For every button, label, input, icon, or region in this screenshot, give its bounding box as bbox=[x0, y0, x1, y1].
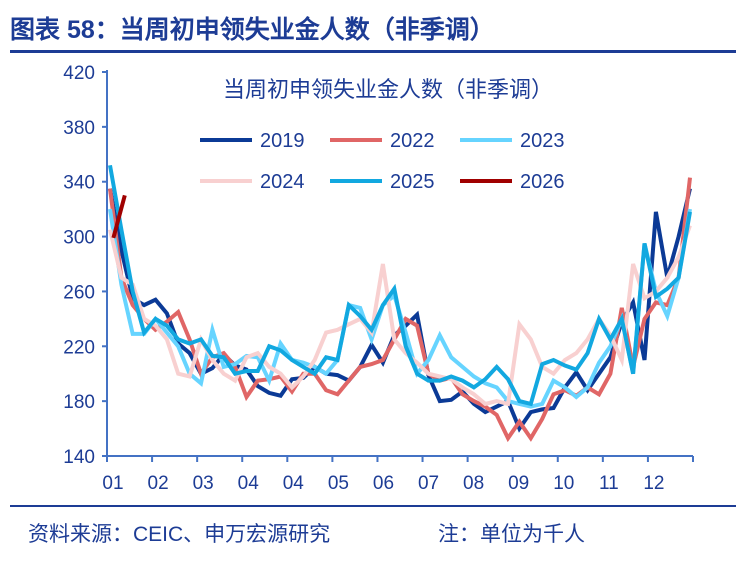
y-tick-label: 340 bbox=[63, 173, 95, 194]
figure-title: 图表 58：当周初申领失业金人数（非季调） bbox=[10, 16, 495, 44]
series-lines bbox=[108, 164, 692, 443]
y-tick-label: 220 bbox=[63, 337, 95, 358]
legend-label-2024: 2024 bbox=[260, 171, 305, 193]
series-line-2026 bbox=[111, 194, 127, 239]
footer-divider bbox=[10, 505, 736, 507]
legend-label-2026: 2026 bbox=[520, 171, 565, 193]
series-line-2025 bbox=[108, 164, 692, 407]
legend-label-2023: 2023 bbox=[520, 130, 565, 152]
chart-title: 当周初申领失业金人数（非季调） bbox=[223, 77, 553, 102]
x-tick-label: 10 bbox=[553, 473, 574, 494]
source-note: 资料来源：CEIC、申万宏源研究 bbox=[28, 523, 331, 546]
legend-label-2019: 2019 bbox=[260, 130, 305, 152]
x-tick-label: 06 bbox=[373, 473, 394, 494]
x-tick-label: 12 bbox=[643, 473, 664, 494]
y-tick-label: 140 bbox=[63, 447, 95, 468]
x-tick-label: 05 bbox=[328, 473, 349, 494]
x-tick-label: 03 bbox=[193, 473, 214, 494]
legend-label-2025: 2025 bbox=[390, 171, 435, 193]
x-tick-label: 09 bbox=[508, 473, 529, 494]
unit-note: 注：单位为千人 bbox=[438, 523, 585, 546]
x-tick-label: 11 bbox=[599, 473, 619, 494]
y-tick-label: 380 bbox=[63, 118, 95, 139]
y-tick-label: 300 bbox=[63, 228, 95, 249]
x-tick-label: 02 bbox=[148, 473, 169, 494]
x-tick-label: 01 bbox=[102, 473, 123, 494]
x-tick-label: 04 bbox=[238, 473, 260, 494]
title-divider bbox=[10, 50, 736, 53]
axes: 140 180 220 260 300 340 380 420 01 02 03 04 04 05 06 07… bbox=[63, 63, 694, 494]
y-tick-label: 180 bbox=[63, 392, 95, 413]
legend: 2019 2022 2023 2024 2025 2026 bbox=[200, 130, 565, 193]
x-tick-label: 04 bbox=[283, 473, 305, 494]
x-tick-label: 07 bbox=[418, 473, 439, 494]
y-tick-label: 260 bbox=[63, 282, 95, 303]
x-tick-label: 08 bbox=[463, 473, 484, 494]
y-tick-label: 420 bbox=[63, 63, 95, 84]
legend-label-2022: 2022 bbox=[390, 130, 435, 152]
